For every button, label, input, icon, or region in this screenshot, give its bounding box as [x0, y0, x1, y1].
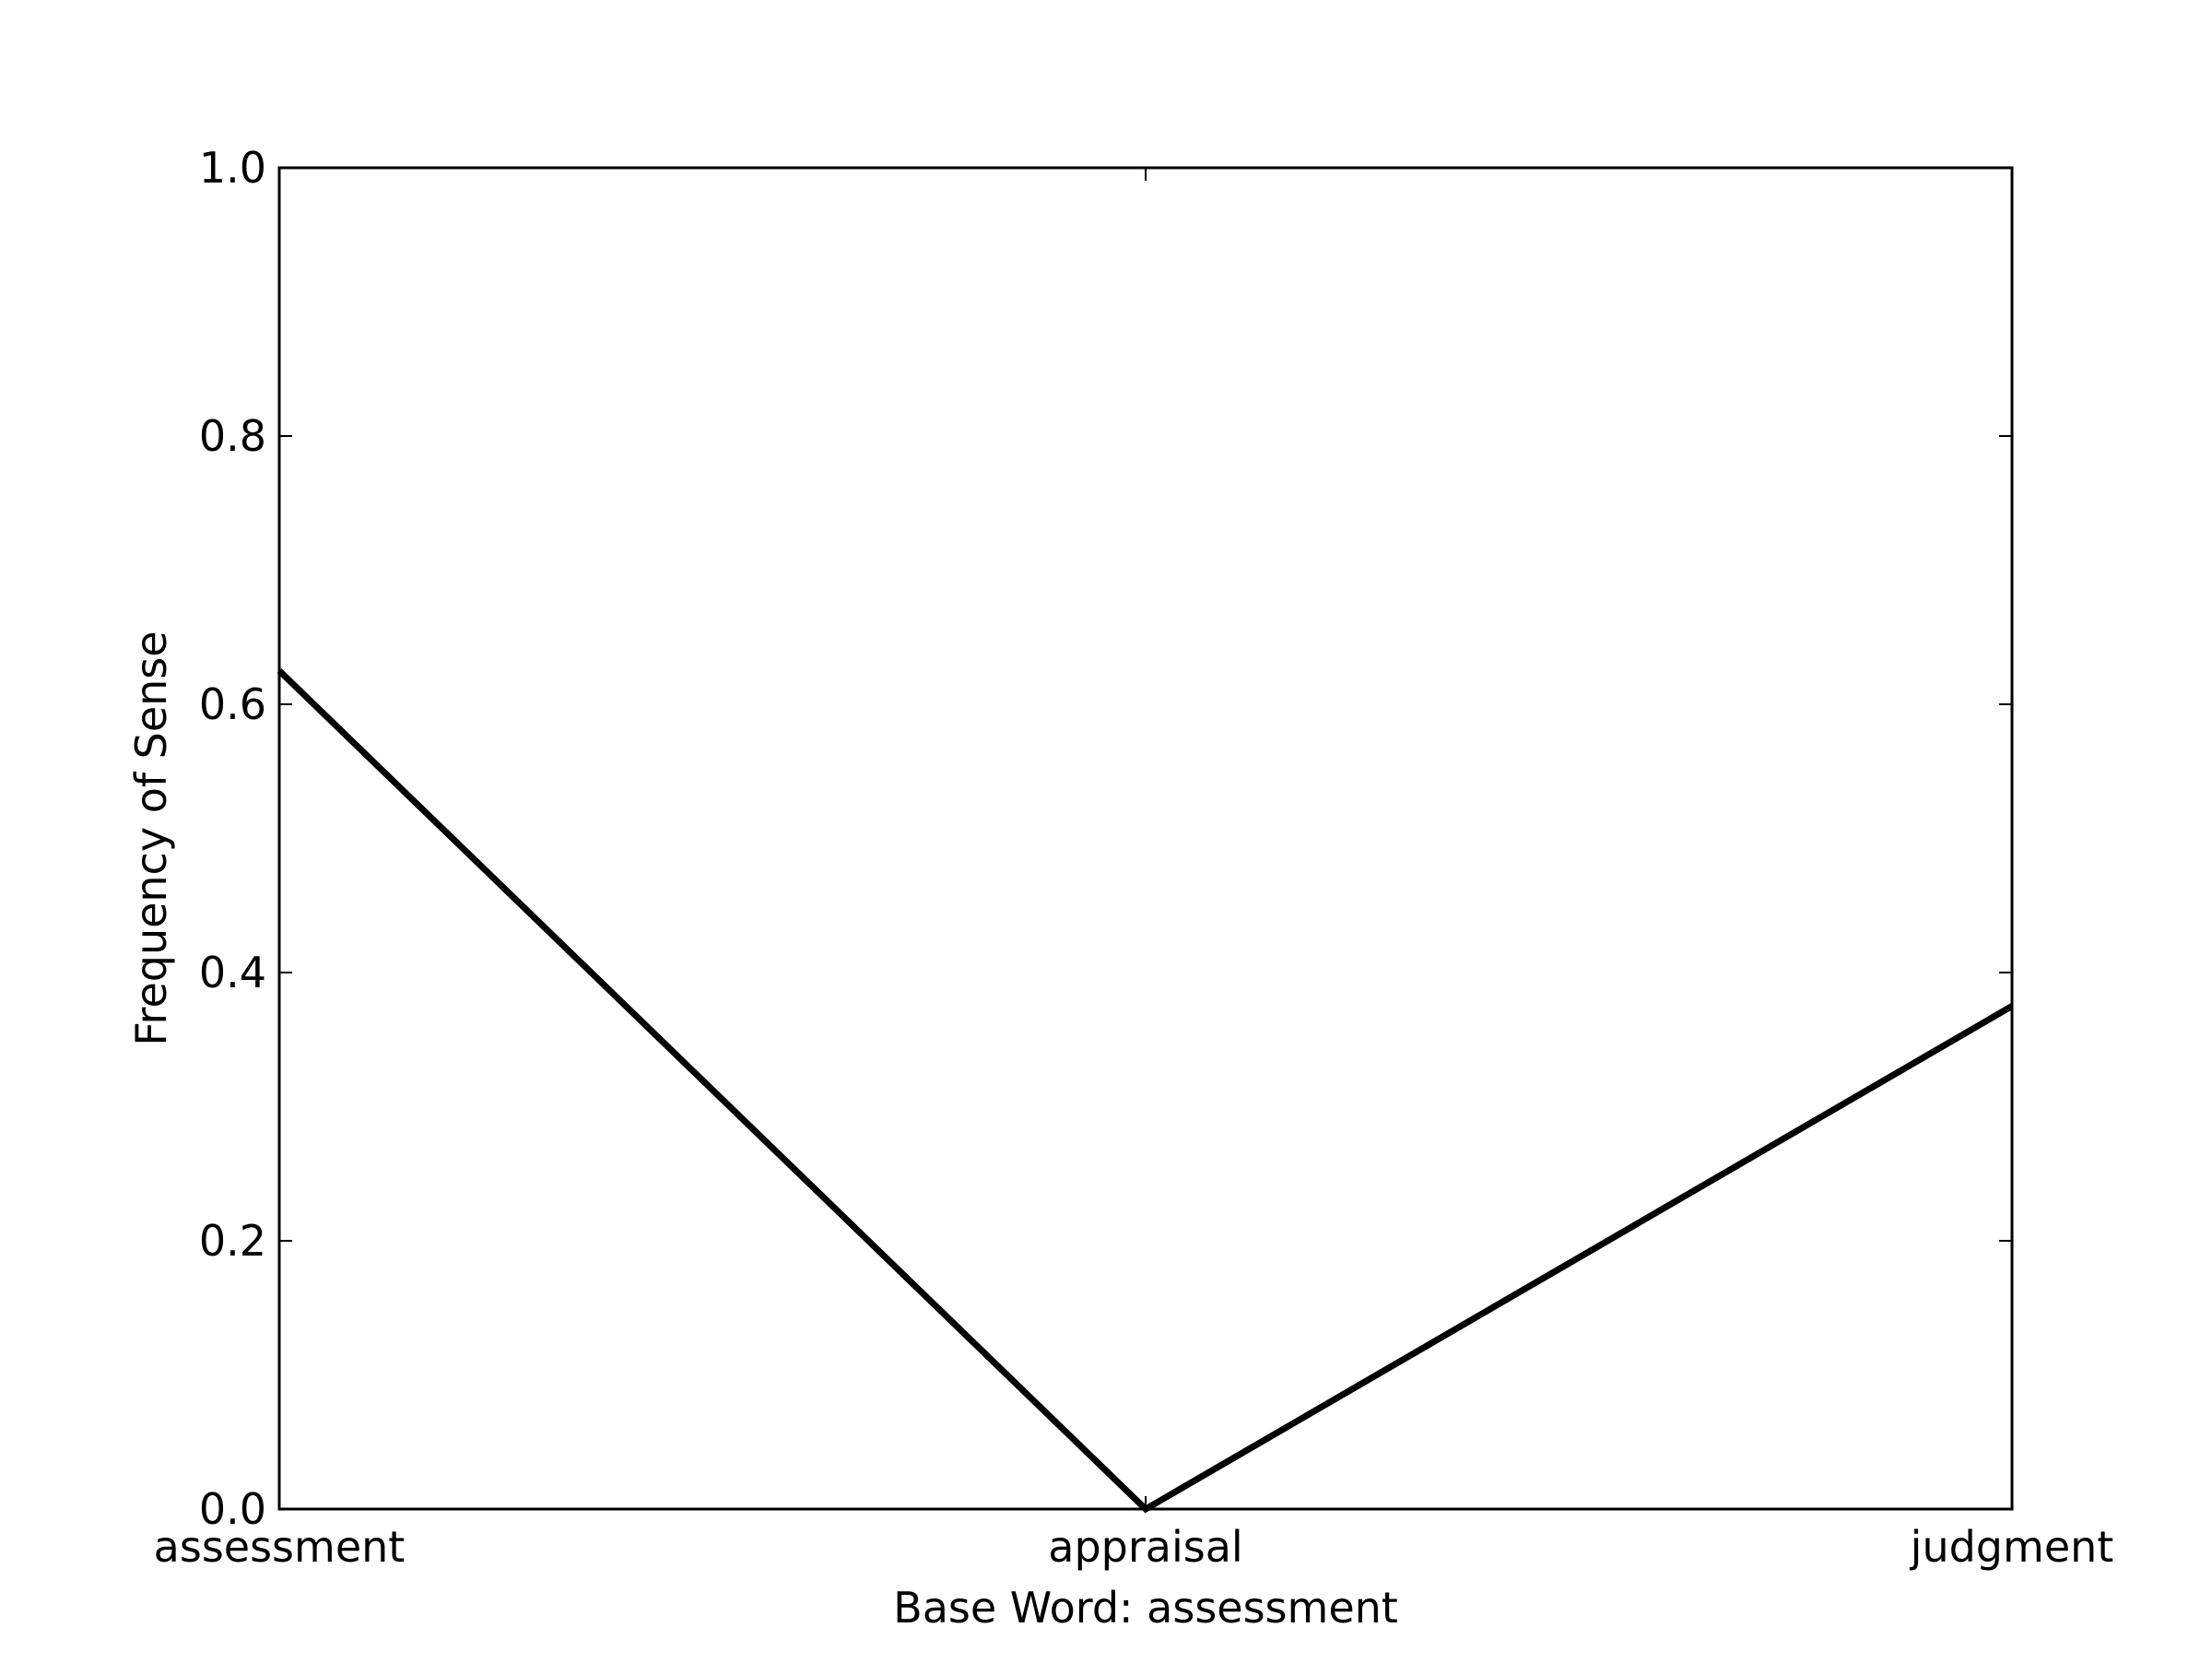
labels-layer: Base Word: assessment Frequency of Sense…: [126, 143, 2113, 1633]
x-axis-label: Base Word: assessment: [893, 1583, 1398, 1633]
y-tick-label-2: 0.4: [199, 948, 266, 997]
x-tick-label-judgment: judgment: [1910, 1522, 2114, 1572]
y-axis-label: Frequency of Sense: [126, 631, 176, 1045]
x-tick-label-appraisal: appraisal: [1048, 1522, 1242, 1572]
y-tick-label-3: 0.6: [199, 679, 266, 729]
y-tick-label-0: 0.0: [199, 1484, 266, 1534]
y-tick-label-5: 1.0: [199, 143, 266, 193]
y-tick-label-4: 0.8: [199, 411, 266, 461]
y-tick-label-1: 0.2: [199, 1216, 266, 1266]
plot-frame: [277, 166, 2014, 1511]
x-tick-label-assessment: assessment: [154, 1522, 406, 1572]
